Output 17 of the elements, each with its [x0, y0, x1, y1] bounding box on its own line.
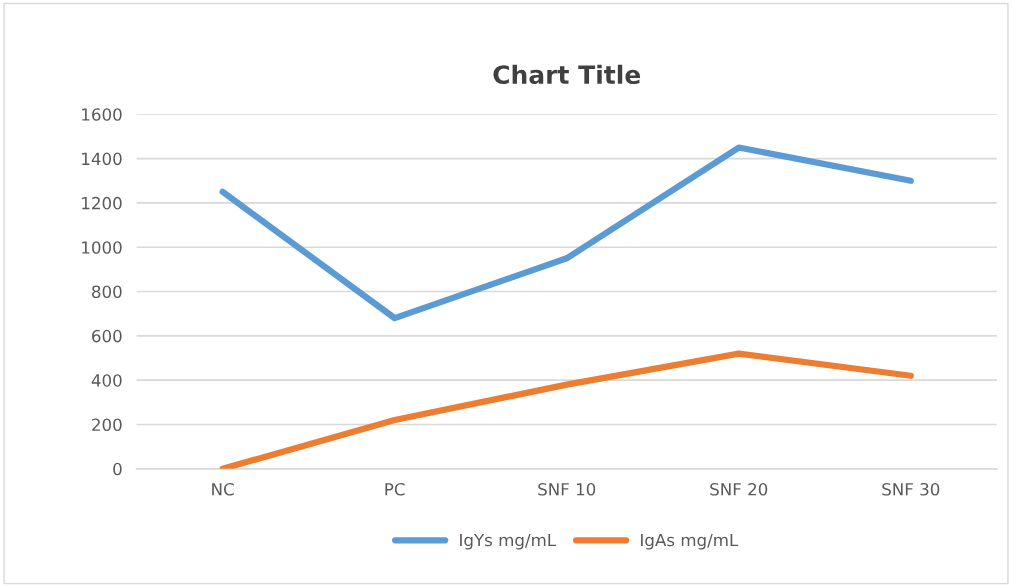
x-tick-label: PC: [385, 482, 405, 496]
y-tick-label: 1400: [82, 152, 122, 166]
y-tick-label: 0: [113, 462, 122, 476]
x-tick-label: SNF 20: [710, 482, 768, 496]
chart-title: Chart Title: [493, 64, 641, 85]
y-tick-label: 1000: [82, 241, 122, 254]
y-tick-label: 400: [91, 374, 122, 387]
x-tick-label: NC: [212, 482, 234, 496]
legend-label: IgYs mg/mL: [460, 533, 557, 550]
y-tick-label: 1200: [82, 196, 122, 210]
x-tick-label: SNF 30: [882, 482, 940, 496]
x-tick-label: SNF 10: [538, 482, 596, 496]
y-tick-label: 800: [92, 285, 122, 299]
y-tick-label: 600: [92, 329, 122, 343]
y-tick-label: 200: [92, 418, 122, 432]
legend-label: IgAs mg/mL: [641, 533, 739, 550]
y-tick-label: 1600: [82, 108, 122, 121]
